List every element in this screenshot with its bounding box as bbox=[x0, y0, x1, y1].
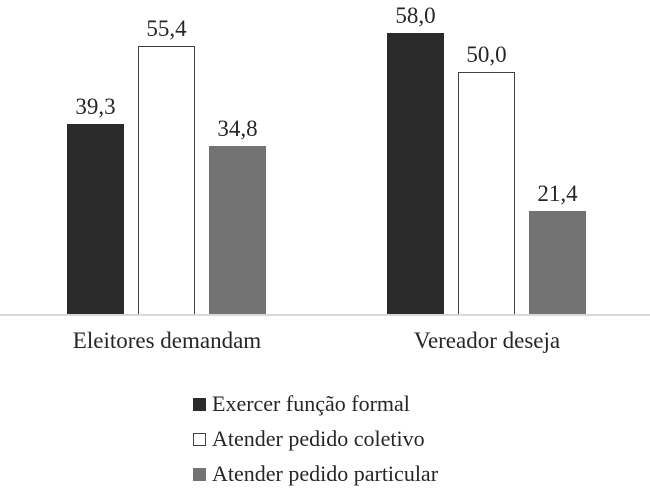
legend-item-particular: Atender pedido particular bbox=[193, 461, 439, 486]
bar-column: 34,8 bbox=[209, 117, 266, 315]
bar-group-vereador: 58,0 50,0 21,4 bbox=[387, 4, 586, 315]
legend-swatch-white-icon bbox=[193, 432, 206, 446]
bar-particular-eleitores bbox=[209, 146, 266, 315]
bar-column: 21,4 bbox=[529, 182, 586, 315]
legend-item-exercer: Exercer função formal bbox=[193, 391, 438, 416]
category-label-vereador: Vereador deseja bbox=[413, 328, 561, 353]
legend-swatch-dark-icon bbox=[193, 397, 206, 411]
value-label: 34,8 bbox=[217, 116, 258, 141]
bar-column: 58,0 bbox=[387, 4, 444, 315]
legend-swatch-gray-icon bbox=[193, 467, 206, 481]
bar-column: 39,3 bbox=[67, 95, 124, 315]
value-label: 39,3 bbox=[75, 94, 116, 119]
legend-label: Atender pedido particular bbox=[212, 461, 439, 486]
bar-group-eleitores: 39,3 55,4 34,8 bbox=[67, 17, 266, 315]
value-label: 58,0 bbox=[395, 3, 436, 28]
value-label: 50,0 bbox=[466, 42, 507, 67]
legend-label: Exercer função formal bbox=[212, 391, 410, 416]
bar-exercer-vereador bbox=[387, 33, 444, 315]
bar-column: 55,4 bbox=[138, 17, 195, 315]
category-label-eleitores: Eleitores demandam bbox=[72, 328, 262, 353]
legend-label: Atender pedido coletivo bbox=[212, 426, 425, 451]
bar-exercer-eleitores bbox=[67, 124, 124, 315]
legend-item-coletivo: Atender pedido coletivo bbox=[193, 426, 438, 451]
bar-column: 50,0 bbox=[458, 43, 515, 315]
bar-coletivo-vereador bbox=[458, 72, 515, 315]
value-label: 21,4 bbox=[537, 181, 578, 206]
legend: Exercer função formal Atender pedido col… bbox=[193, 391, 439, 486]
plot-area: 39,3 55,4 34,8 58,0 50,0 21,4 bbox=[0, 4, 650, 316]
x-axis-line bbox=[0, 314, 650, 316]
bar-coletivo-eleitores bbox=[138, 46, 195, 315]
value-label: 55,4 bbox=[146, 16, 187, 41]
bar-particular-vereador bbox=[529, 211, 586, 315]
